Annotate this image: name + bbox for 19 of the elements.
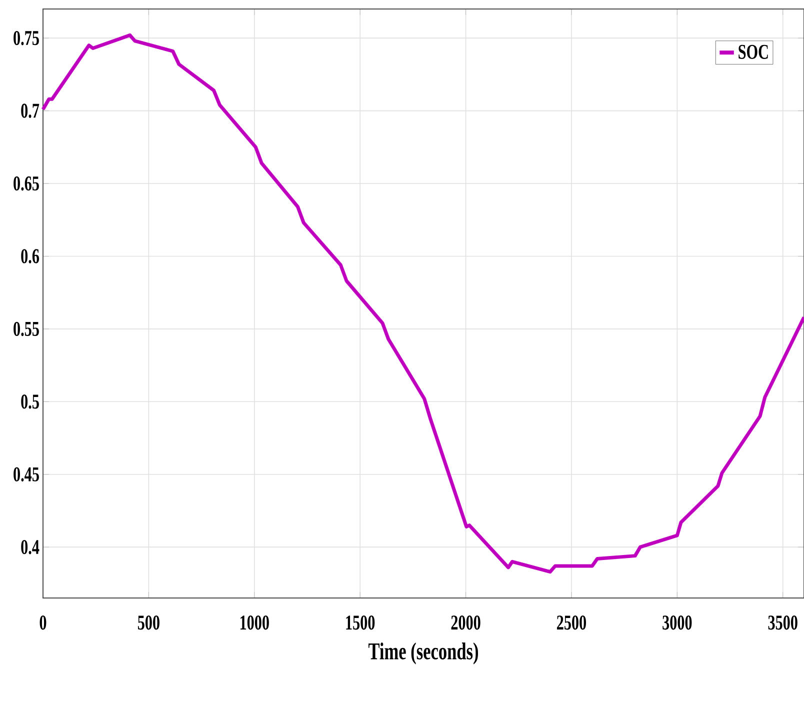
x-axis-title: Time (seconds) [368, 642, 478, 664]
x-tick-label: 3500 [768, 616, 798, 630]
x-tick-label: 2000 [451, 616, 480, 630]
y-tick-label: 0.45 [14, 467, 39, 482]
y-tick-label: 0.55 [14, 322, 39, 336]
y-tick-label: 0.5 [21, 394, 39, 409]
y-tick-label: 0.7 [21, 104, 40, 118]
y-tick-label: 0.6 [21, 249, 40, 264]
x-tick-label: 1000 [240, 616, 269, 630]
y-tick-label: 0.4 [21, 540, 40, 554]
x-tick-label: 0 [40, 616, 46, 630]
y-tick-label: 0.65 [14, 176, 39, 191]
legend-label: SOC [738, 44, 768, 59]
line-series [41, 33, 804, 574]
x-tick-label: 500 [138, 616, 160, 630]
x-tick-label: 1500 [346, 616, 375, 630]
x-tick-label: 3000 [662, 616, 692, 630]
y-tick-label: 0.75 [14, 30, 39, 46]
x-tick-label: 2500 [556, 616, 586, 630]
